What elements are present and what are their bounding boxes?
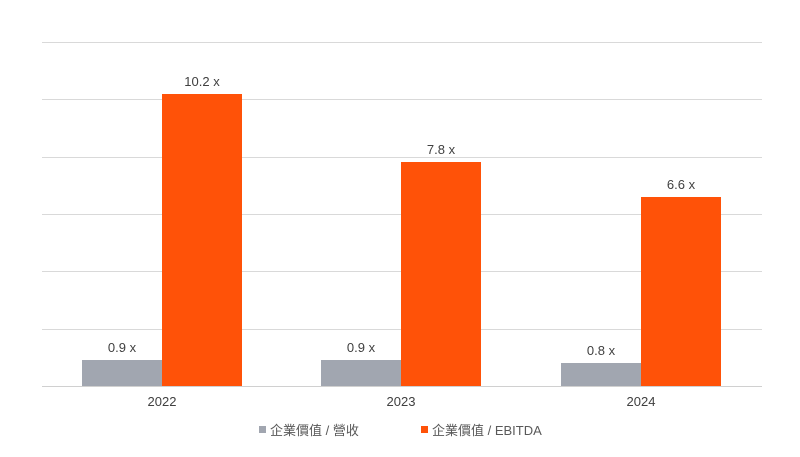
category-label-2023: 2023 <box>386 394 416 409</box>
gridline <box>42 157 762 158</box>
bar-2022-series-0 <box>82 360 162 386</box>
legend-swatch-gray-icon <box>259 426 266 433</box>
chart-plot-area: 0.9 x 10.2 x 0.9 x 7.8 x 0.8 x 6.6 x 2022 202… <box>42 42 762 409</box>
x-axis-line <box>42 386 762 387</box>
bar-2023-series-1 <box>401 162 481 386</box>
gridline <box>42 99 762 100</box>
bar-2023-series-0 <box>321 360 401 386</box>
legend-label: 企業價值 / EBITDA <box>432 423 542 438</box>
legend-swatch-orange-icon <box>421 426 428 433</box>
legend-item-ev-ebitda[interactable]: 企業價值 / EBITDA <box>421 420 542 439</box>
data-label: 0.9 x <box>107 340 137 355</box>
bar-2024-series-0 <box>561 363 641 386</box>
legend-item-ev-revenue[interactable]: 企業價值 / 營收 <box>259 420 359 439</box>
bar-2024-series-1 <box>641 197 721 386</box>
data-label: 7.8 x <box>426 142 456 157</box>
legend-label: 企業價值 / 營收 <box>270 423 359 438</box>
data-label: 10.2 x <box>184 74 220 89</box>
gridline <box>42 42 762 43</box>
data-label: 6.6 x <box>666 177 696 192</box>
chart-legend: 企業價值 / 營收 企業價值 / EBITDA <box>0 420 800 438</box>
data-label: 0.8 x <box>586 343 616 358</box>
category-label-2022: 2022 <box>147 394 177 409</box>
bar-2022-series-1 <box>162 94 242 386</box>
data-label: 0.9 x <box>346 340 376 355</box>
category-label-2024: 2024 <box>626 394 656 409</box>
